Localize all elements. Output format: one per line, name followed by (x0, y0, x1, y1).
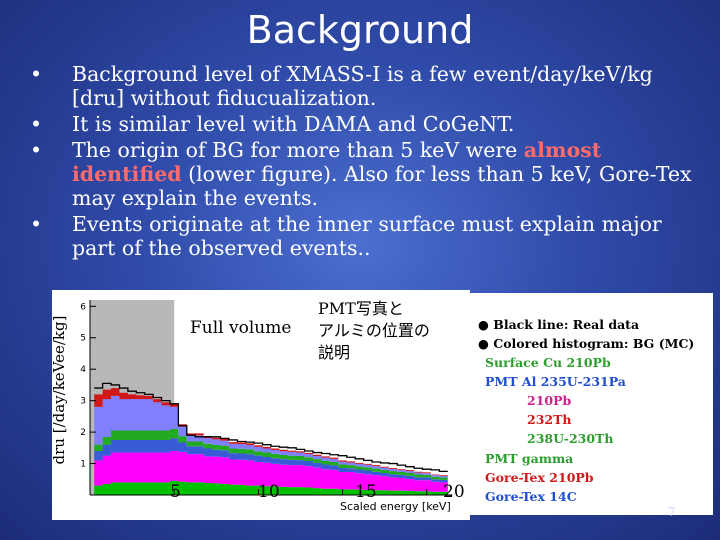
y-tick-label: 4 (80, 365, 86, 375)
bullet-item: • Background level of XMASS-I is a few ev… (30, 62, 695, 110)
bullet-dot-icon: • (30, 138, 43, 162)
y-axis-label: dru [/day/keVee/kg] (50, 315, 68, 465)
legend-row: 238U-230Th (527, 431, 614, 446)
x-axis-label: Scaled energy [keV] (340, 500, 451, 513)
bullet-dot-icon: • (30, 62, 43, 86)
y-tick-label: 6 (80, 302, 86, 312)
x-tick-label-overlay: 15 (355, 482, 377, 502)
y-tick-label: 3 (80, 397, 86, 407)
full-volume-annotation: Full volume (190, 318, 292, 338)
y-tick-label: 5 (80, 334, 86, 344)
legend-row: 232Th (527, 412, 572, 427)
bullet-item: • Events originate at the inner surface m… (30, 212, 695, 260)
mc-series-area-5 (94, 388, 448, 476)
bullet-highlight: almost identified (72, 138, 602, 186)
mc-series-area-3 (94, 428, 448, 480)
bullet-item: • The origin of BG for more than 5 keV we… (30, 138, 695, 210)
pmt-note-annotation: PMT写真と アルミの位置の 説明 (318, 299, 430, 362)
legend-row: 210Pb (527, 393, 572, 408)
legend-row: Gore-Tex 210Pb (485, 470, 594, 485)
bullet-dot-icon: • (30, 112, 43, 136)
mc-series-area-1 (94, 450, 448, 492)
y-tick-label: 1 (80, 460, 86, 470)
mc-series-area-2 (94, 438, 448, 483)
bullet-dot-icon: • (30, 212, 43, 236)
legend-row: PMT Al 235U-231Pa (485, 374, 626, 389)
legend-row: Gore-Tex 14C (485, 489, 577, 504)
bullet-text: (lower figure). Also for less than 5 keV… (72, 162, 692, 210)
slide-number: 7 (668, 505, 676, 519)
bullet-text: Background level of XMASS-I is a few eve… (72, 62, 653, 110)
real-data-line (94, 382, 448, 473)
y-tick-label: 2 (80, 428, 86, 438)
x-tick-label-overlay: 5 (170, 482, 181, 502)
spectrum-chart: 6 5 4 3 2 1 (80, 300, 452, 496)
bullet-item: • It is similar level with DAMA and CoGeN… (30, 112, 695, 136)
y-axis-label-container: dru [/day/keVee/kg] (50, 290, 68, 490)
bullet-text: The origin of BG for more than 5 keV wer… (72, 138, 524, 162)
mc-series-area-4 (94, 395, 448, 478)
legend-row: ● Colored histogram: BG (MC) (478, 336, 695, 351)
bullet-text: It is similar level with DAMA and CoGeNT… (72, 112, 515, 136)
mc-series-area-0 (94, 480, 448, 495)
x-tick-label-overlay: 20 (443, 482, 465, 502)
legend-row: Surface Cu 210Pb (485, 355, 611, 370)
background-spectrum-figure: 6 5 4 3 2 1 (52, 290, 470, 520)
x-tick-label-overlay: 10 (258, 482, 280, 502)
slide-title: Background (246, 8, 474, 52)
legend-panel: ● Black line: Real data ● Colored histog… (470, 293, 713, 515)
legend-row: ● Black line: Real data (478, 317, 640, 332)
bullet-list: • Background level of XMASS-I is a few ev… (30, 62, 695, 262)
legend-row: PMT gamma (485, 451, 574, 466)
bullet-text: Events originate at the inner surface mu… (72, 212, 662, 260)
